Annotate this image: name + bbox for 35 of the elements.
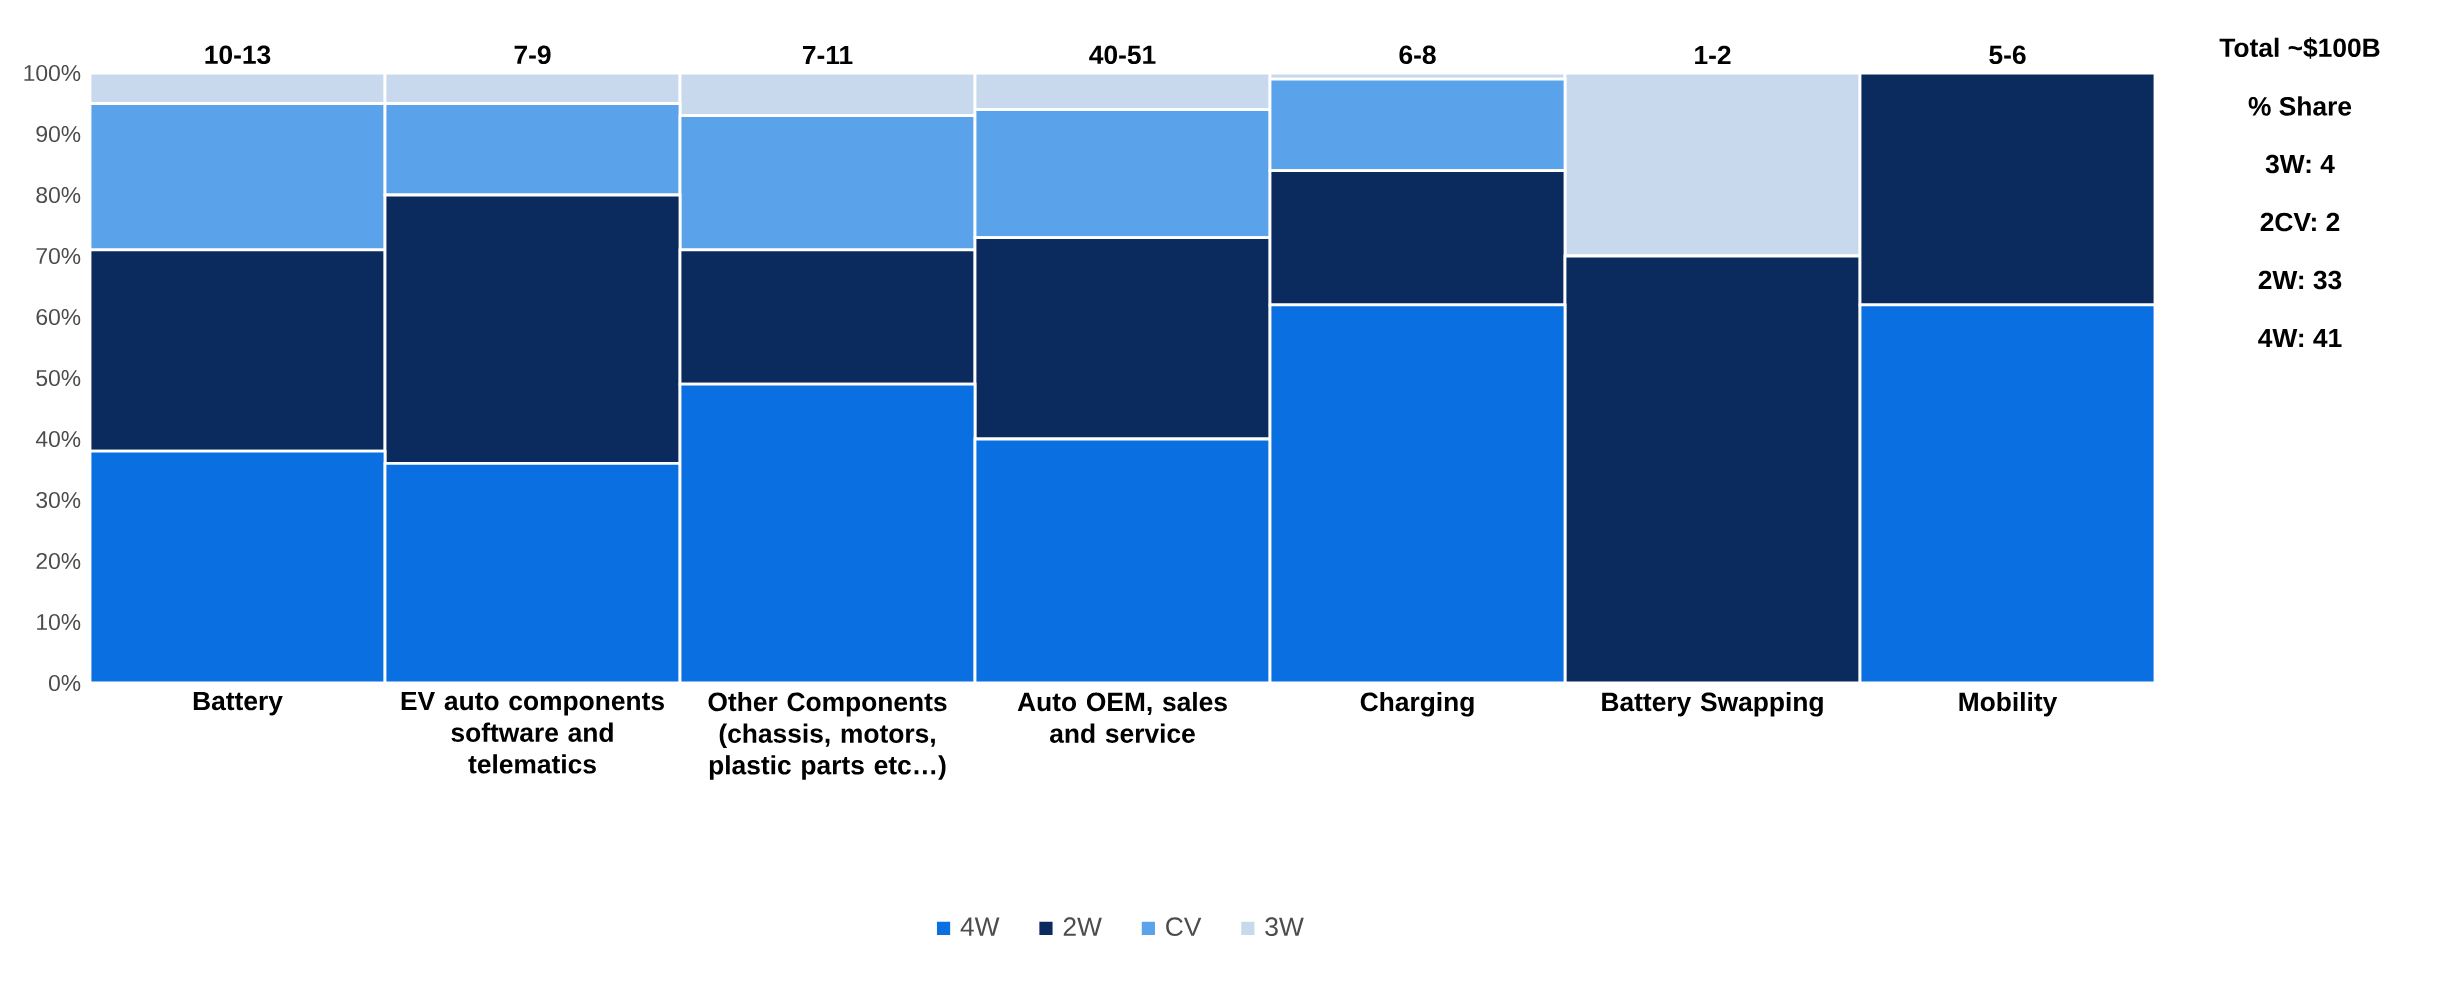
total-label: 7-11: [803, 45, 853, 65]
y-tick-label: 60%: [36, 308, 81, 326]
total-label: 10-13: [205, 45, 271, 65]
text: % Share: [2248, 96, 2352, 116]
x-tick-label: Battery: [193, 691, 283, 716]
x-tick-label: Charging: [1360, 691, 1474, 717]
y-tick-label: 70%: [36, 247, 81, 265]
total-label: 40-51: [1089, 45, 1156, 65]
total-label: 7-9: [514, 45, 551, 65]
y-tick-label: 10%: [37, 613, 81, 631]
legend-label: 2W: [1063, 917, 1102, 936]
y-tick-label: 100%: [24, 64, 81, 82]
legend-label: CV: [1166, 917, 1202, 937]
y-tick-label: 90%: [36, 125, 81, 143]
y-tick-label: 30%: [36, 491, 81, 509]
x-tick-label: Auto OEM, sales and service: [1017, 691, 1227, 743]
y-tick-label: 50%: [36, 369, 81, 387]
x-tick-label: Mobility: [1959, 691, 2058, 717]
text: 4W: 41: [2258, 328, 2342, 348]
total-label: 6-8: [1399, 45, 1436, 65]
y-tick-label: 80%: [36, 186, 81, 204]
x-tick-label: Other Components (chassis, motors, plastic parts etc…): [708, 691, 947, 780]
total-label: 1-2: [1695, 45, 1731, 65]
y-tick-label: 40%: [35, 430, 81, 448]
text: Total ~$100B: [2219, 37, 2380, 59]
text: 3W: 4: [2265, 154, 2335, 174]
legend-label: 3W: [1265, 917, 1304, 937]
legend-label: 4W: [960, 917, 1000, 936]
total-label: 5-6: [1989, 45, 2026, 65]
x-tick-label: EV auto components software and telematics: [401, 691, 664, 774]
x-tick-label: Battery Swapping: [1602, 691, 1823, 717]
y-tick-label: 0%: [48, 674, 81, 692]
text: 2W: 33: [2258, 270, 2342, 290]
y-tick-label: 20%: [36, 552, 81, 570]
text: 2CV: 2: [2260, 212, 2340, 232]
